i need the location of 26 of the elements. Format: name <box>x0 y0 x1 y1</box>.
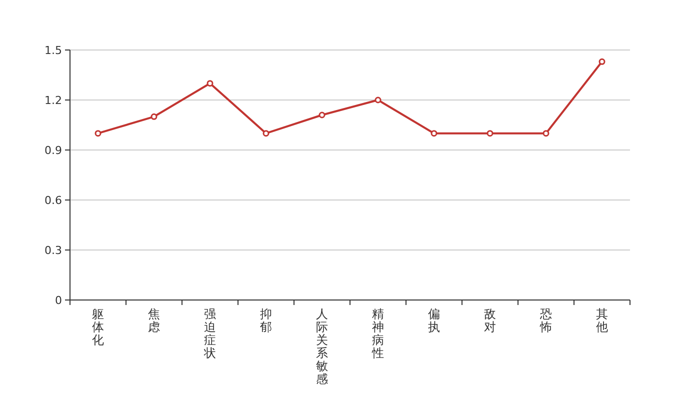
y-tick-label: 0.3 <box>44 244 62 257</box>
point <box>542 130 550 137</box>
x-tick-label: 其他 <box>596 307 608 334</box>
y-tick-label: 1.2 <box>44 94 62 107</box>
x-tick-label: 焦虑 <box>148 307 160 334</box>
point <box>150 113 158 120</box>
y-tick-label: 0.9 <box>44 144 62 157</box>
point <box>430 130 438 137</box>
x-tick-label: 偏执 <box>428 307 440 334</box>
x-tick-label: 抑郁 <box>260 307 272 334</box>
point <box>598 58 606 65</box>
point <box>374 96 382 104</box>
x-tick-label: 躯体化 <box>92 307 104 347</box>
x-tick-label: 恐怖 <box>539 307 552 334</box>
point <box>262 130 270 137</box>
x-tick-label: 强迫症状 <box>203 307 216 360</box>
point <box>206 80 214 87</box>
point <box>318 112 326 118</box>
y-tick-label: 1.5 <box>44 44 62 57</box>
x-tick-label: 精神病性 <box>371 307 384 360</box>
x-tick-label: 人际关系敏感 <box>316 307 328 386</box>
y-tick-label: 0.6 <box>44 194 62 207</box>
x-tick-label: 敌对 <box>484 307 496 334</box>
y-tick-label: 0 <box>55 294 62 307</box>
point <box>94 130 102 137</box>
point <box>486 130 494 137</box>
